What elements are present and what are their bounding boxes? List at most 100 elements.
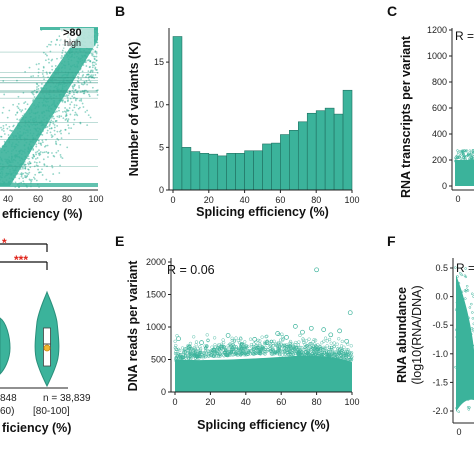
panel-a-point [91,69,94,72]
panel-e-point [258,351,262,355]
panel-a-point [23,102,25,105]
panel-e-point [239,352,243,356]
panel-d-mean-right [43,344,51,352]
panel-a-point [53,129,56,132]
panel-e-point [316,349,321,354]
panel-b-x-tick-20: 20 [204,195,214,205]
panel-f-point [465,317,468,321]
panel-f-point [463,379,466,382]
panel-e-outlier-5 [239,342,245,348]
panel-e-point [195,356,200,360]
panel-a-point [45,151,48,153]
panel-a-point [86,109,89,112]
panel-c-y-tick-400: 400 [432,129,447,139]
panel-a-point [77,107,80,110]
panel-e-point [346,348,350,352]
panel-a-point [37,142,40,145]
panel-e-point [222,344,226,349]
panel-e-point [246,349,250,353]
panel-a-point [79,106,81,109]
panel-a-point [39,171,42,174]
panel-a-point [65,94,68,97]
panel-d: * *** 848 n = 38,839 60) [80-100] ficien… [0,236,91,435]
panel-e-point [214,354,219,358]
panel-a-point [86,124,89,127]
panel-e-point [239,337,243,341]
panel-a-point [61,157,64,160]
panel-c-point [471,158,474,162]
panel-e-point [173,346,177,350]
panel-a-point [16,79,18,82]
panel-a-point [60,55,63,57]
panel-a-point [51,166,54,169]
panel-a-point [28,171,31,174]
panel-e-point [332,344,337,349]
panel-e-point [276,340,281,345]
panel-c-point [459,157,463,160]
panel-e-point [339,344,344,348]
panel-e-x-tick-80: 80 [312,397,322,407]
panel-a-point [31,156,34,159]
panel-e-point [348,350,352,355]
panel-e-point [206,354,211,358]
panel-c-point [462,156,465,159]
panel-e-point [304,339,309,343]
panel-e-point [306,353,311,357]
panel-c-point [456,151,460,155]
panel-a-point [6,127,9,130]
panel-e-point [232,339,236,343]
panel-e-point [205,344,209,349]
panel-a-point [48,61,50,64]
panel-e-point [301,337,305,341]
panel-e-point [275,350,279,354]
panel-e-point [258,339,262,343]
panel-a-point [2,130,5,132]
panel-a-point [41,73,44,75]
panel-a-point [91,64,94,67]
panel-f-point [469,349,472,353]
panel-a-point [66,146,69,149]
panel-a-point [58,35,61,38]
panel-a-point [1,111,4,114]
panel-a-point [3,93,6,96]
panel-e-point [311,344,315,348]
panel-c-point [462,159,465,163]
panel-e-point [335,342,339,346]
panel-c-point [469,151,473,155]
panel-f-point [456,286,459,290]
panel-a-point [36,157,39,159]
panel-d-n-left: 848 [0,393,17,404]
panel-e-point [306,350,311,354]
panel-e-point [325,349,329,353]
panel-a-point [33,96,36,98]
panel-a-point [67,109,70,112]
panel-f-point [468,356,472,360]
panel-d-stars-right: *** [14,253,28,267]
panel-a-point [53,117,55,120]
panel-a-point [96,94,99,96]
panel-d-stars-left: * [2,236,7,250]
panel-a-point [89,116,92,119]
panel-e-point [308,341,312,346]
panel-e-point [296,352,300,356]
panel-a-point [35,63,38,66]
panel-e-outlier-7 [264,340,270,345]
panel-c-y-tick-600: 600 [432,103,447,113]
panel-a-point [38,161,41,164]
panel-f-y-tick--2.0: -2.0 [432,406,448,416]
panel-a-point [31,178,33,181]
panel-a-point [26,172,28,175]
panel-a-scatter-cloud [0,27,99,189]
panel-a-point [93,58,96,61]
panel-a-point [64,101,66,104]
panel-f-point [458,308,461,312]
panel-a-point [55,119,58,122]
histogram-bar-30 [226,153,236,191]
panel-d-bin-left: 60) [0,406,14,417]
panel-e-point [268,344,273,349]
panel-a-point [58,109,60,112]
panel-e-point [320,341,324,345]
panel-f-point [454,266,457,269]
panel-e-outlier-8 [275,331,281,336]
panel-a-point [82,73,85,76]
